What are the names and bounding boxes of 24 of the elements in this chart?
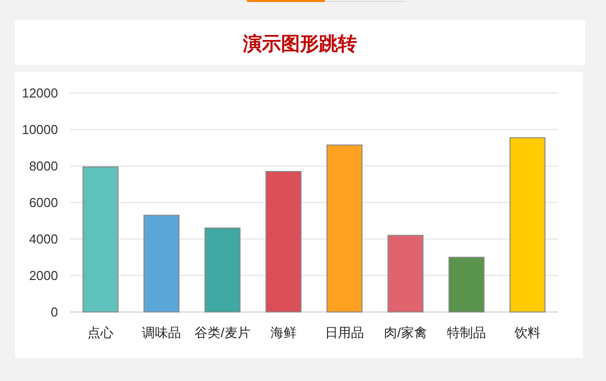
- y-tick-label: 4000: [29, 232, 58, 246]
- chart-title: 演示图形跳转: [242, 33, 357, 55]
- y-tick-label: 8000: [29, 158, 58, 174]
- x-tick-label: 调味品: [142, 325, 181, 340]
- bar: [82, 166, 118, 312]
- y-tick-label: 12000: [22, 86, 58, 100]
- bar: [510, 137, 546, 312]
- x-tick-label: 海鲜: [270, 325, 296, 340]
- y-tick-label: 2000: [29, 268, 58, 283]
- y-tick-label: 10000: [22, 122, 58, 137]
- x-tick-label: 日用品: [325, 325, 364, 340]
- y-tick-label: 6000: [29, 195, 58, 210]
- x-tick-label: 肉/家禽: [384, 325, 427, 340]
- x-tick-label: 谷类/麦片: [194, 325, 250, 340]
- x-tick-label: 特制品: [447, 325, 486, 340]
- bar: [144, 214, 180, 312]
- bar: [326, 144, 362, 312]
- x-tick-label: 饮料: [514, 325, 540, 340]
- bar: [204, 228, 240, 312]
- bar: [266, 170, 302, 312]
- bar: [448, 256, 484, 312]
- x-tick-label: 点心: [88, 325, 114, 340]
- bar: [388, 234, 424, 312]
- y-tick-label: 0: [50, 304, 58, 320]
